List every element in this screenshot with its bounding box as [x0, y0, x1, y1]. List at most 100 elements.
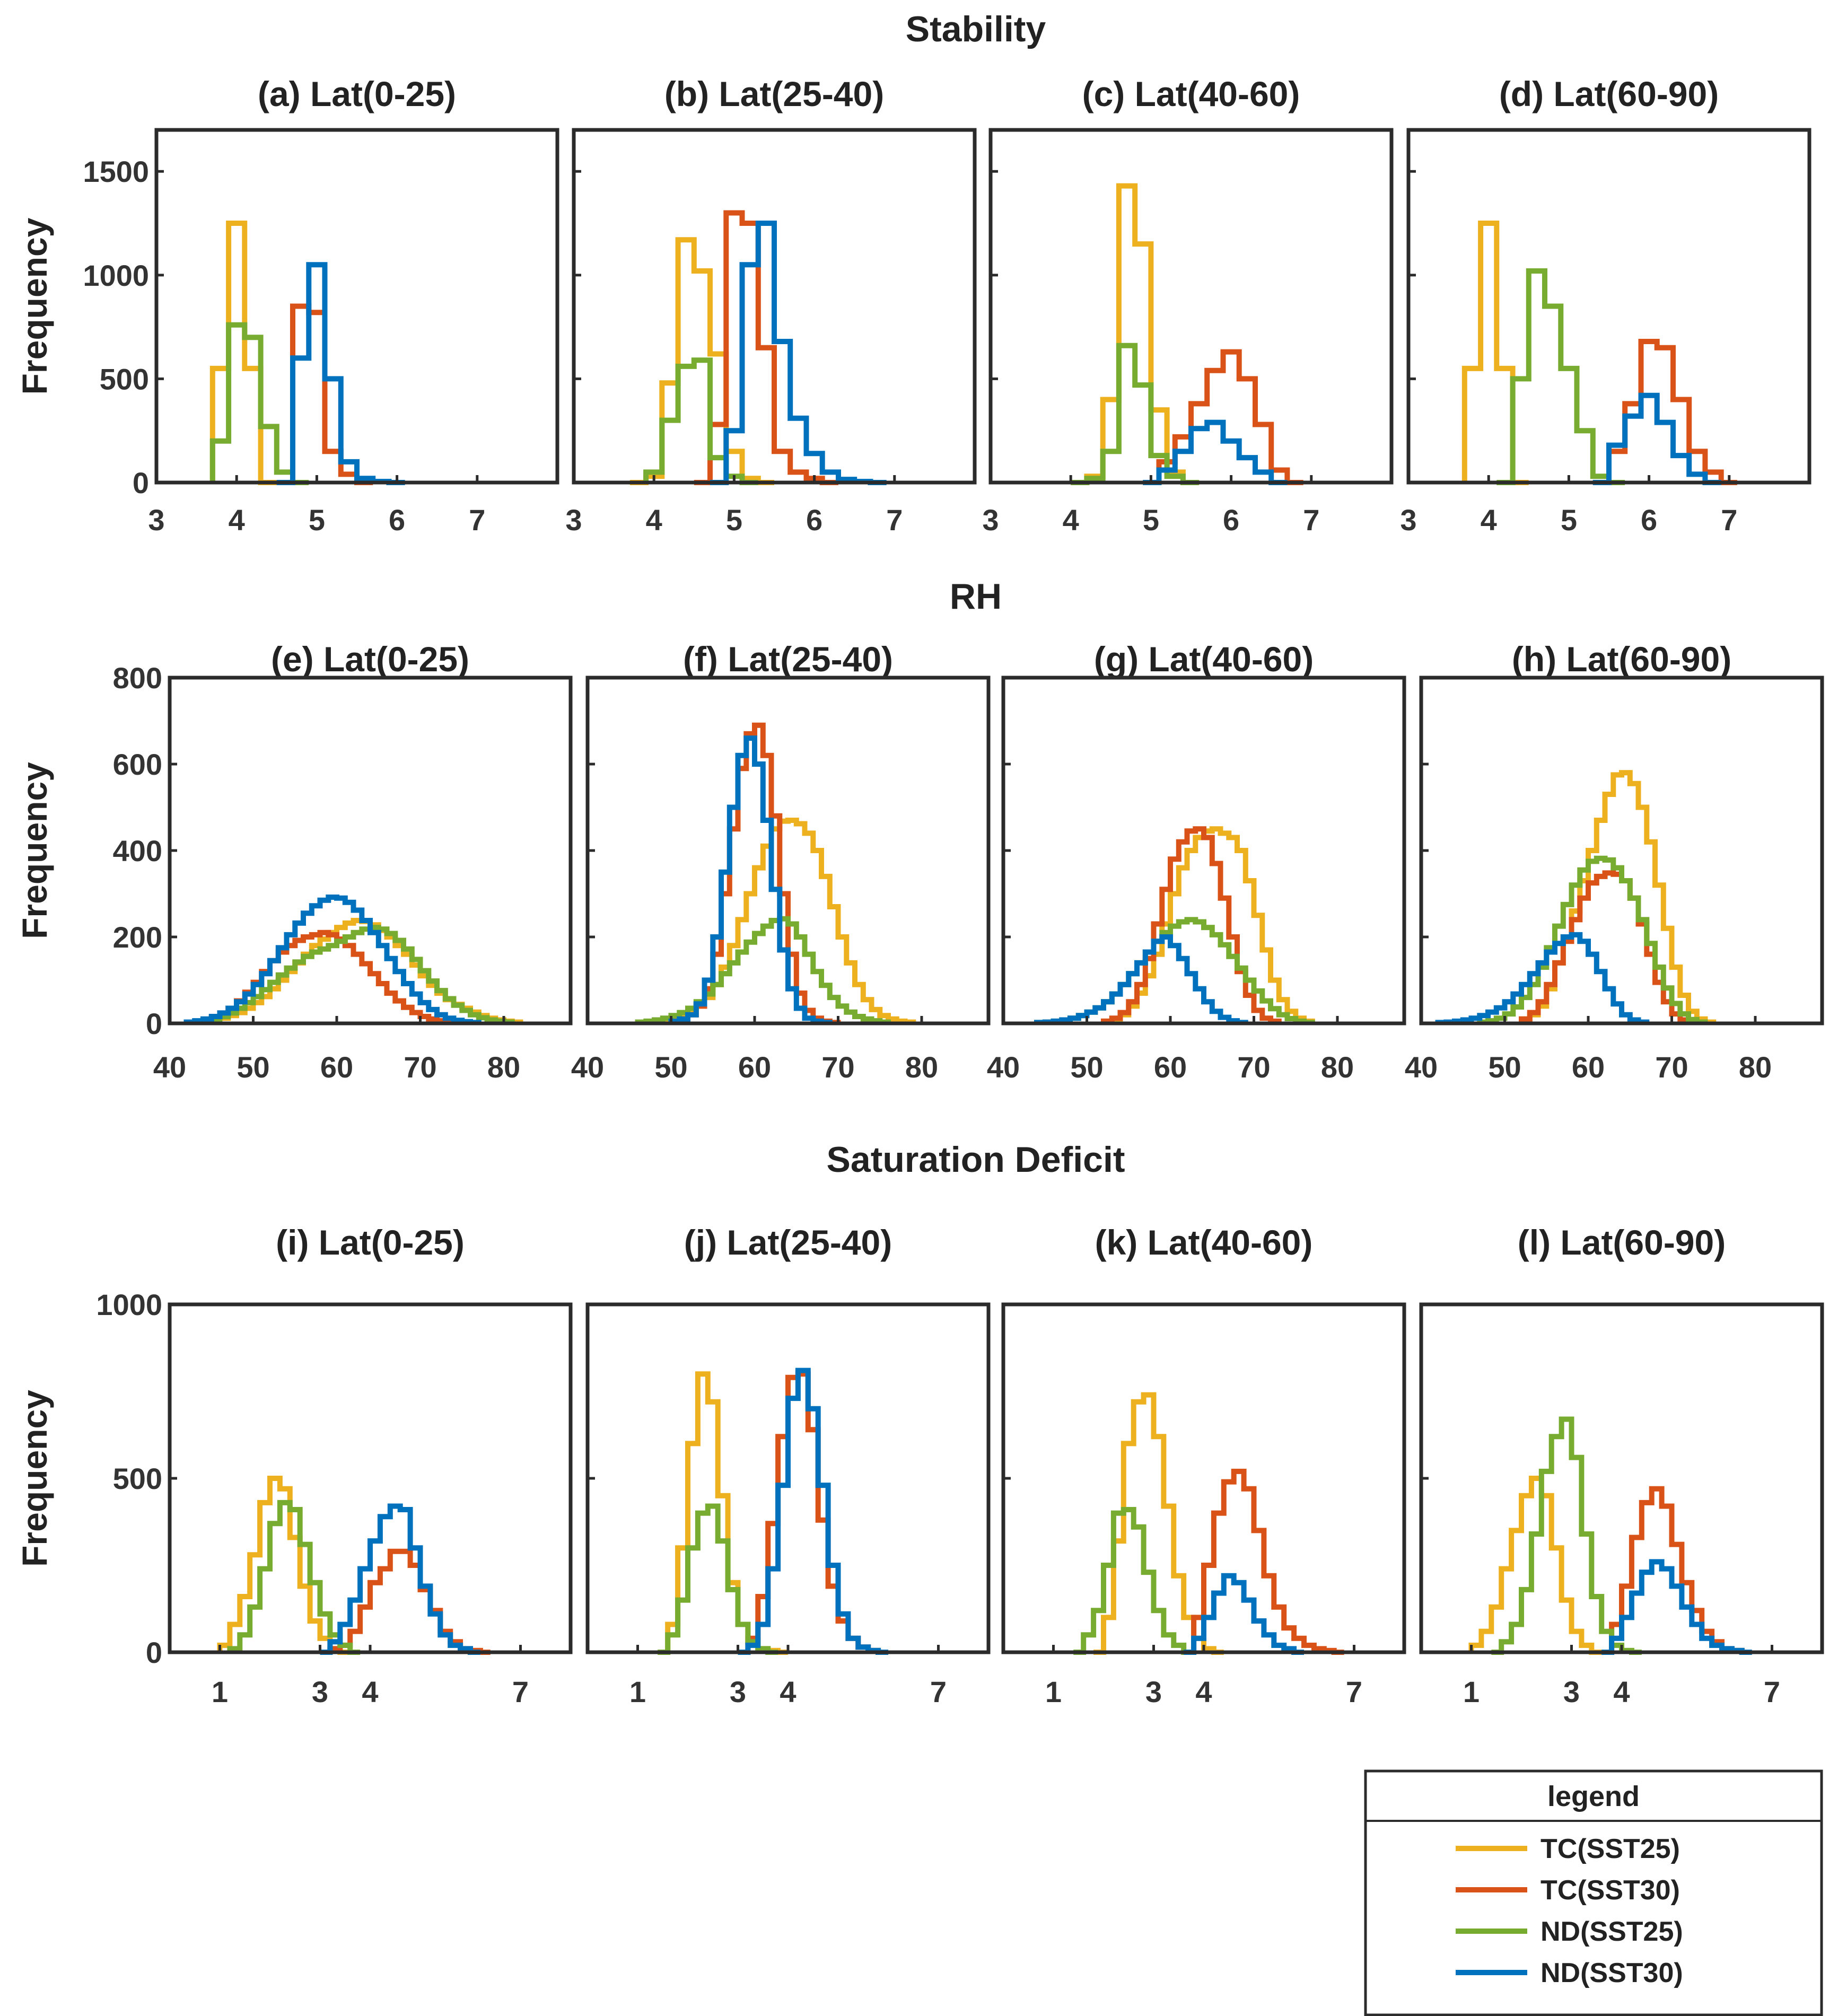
x-tick-label: 50 — [237, 1050, 269, 1084]
y-tick-label: 800 — [113, 661, 162, 695]
series-ND(SST30) — [183, 895, 482, 1025]
legend-title: legend — [1547, 1781, 1640, 1812]
row-title: RH — [950, 576, 1002, 617]
x-tick-label: 7 — [1721, 503, 1737, 537]
legend-label: TC(SST30) — [1541, 1875, 1680, 1906]
panel-(a) Lat(0-25): (a) Lat(0-25) 3 4 5 6 7 0 500 1000 1500 — [83, 74, 559, 537]
series-ND(SST25) — [643, 357, 758, 485]
series-TC(SST25) — [1468, 1476, 1602, 1655]
x-tick-label: 70 — [1237, 1050, 1270, 1084]
x-tick-label: 1 — [1045, 1675, 1062, 1708]
x-tick-label: 4 — [229, 503, 245, 537]
series-group — [183, 895, 523, 1025]
legend-label: ND(SST25) — [1541, 1916, 1683, 1947]
y-axis-label: Frequency — [15, 217, 54, 395]
x-tick-label: 1 — [1463, 1675, 1480, 1708]
series-TC(SST30) — [694, 210, 838, 485]
series-TC(SST25) — [217, 1476, 351, 1655]
panel-(e) Lat(0-25): (e) Lat(0-25)40 50 60 70 800200400600800 — [113, 639, 573, 1084]
y-tick-label: 1000 — [83, 259, 149, 292]
row-title: Saturation Deficit — [827, 1140, 1125, 1180]
x-tick-label: 50 — [654, 1050, 687, 1084]
panel-title: (g) Lat(40-60) — [1094, 639, 1314, 679]
series-ND(SST30) — [276, 262, 405, 485]
x-tick-label: 50 — [1070, 1050, 1103, 1084]
row-title: Stability — [906, 9, 1046, 49]
row-1: Stability Frequency (a) Lat(0-25) 3 4 5 6 7 0 500… — [15, 9, 1811, 537]
panel-(j) Lat(25-40): (j) Lat(25-40) 1 3 4 7 — [585, 1223, 991, 1708]
y-tick-label: 0 — [146, 1636, 162, 1669]
x-tick-label: 40 — [571, 1050, 604, 1084]
x-tick-label: 3 — [1400, 503, 1416, 537]
series-ND(SST30) — [1034, 934, 1248, 1025]
x-tick-label: 40 — [987, 1050, 1020, 1084]
series-group — [629, 210, 887, 485]
series-ND(SST25) — [1496, 268, 1625, 485]
x-tick-label: 1 — [629, 1675, 646, 1708]
x-tick-label: 7 — [930, 1675, 947, 1708]
y-tick-label: 1500 — [83, 155, 149, 188]
axes-box — [988, 128, 1394, 485]
legend-entry: ND(SST25) — [1456, 1916, 1683, 1947]
legend-box — [1364, 1769, 1823, 2016]
series-ND(SST30) — [320, 1503, 480, 1655]
panel-title: (l) Lat(60-90) — [1518, 1223, 1726, 1262]
row-3: Saturation Deficit Frequency (i) Lat(0-25)… — [15, 1140, 1824, 1708]
x-tick-label: 80 — [1321, 1050, 1354, 1084]
series-group — [1034, 826, 1315, 1025]
legend-entry: TC(SST30) — [1456, 1875, 1680, 1906]
panel-(h) Lat(60-90): (h) Lat(60-90) 40 50 60 70 80 — [1405, 639, 1824, 1084]
x-tick-label: 50 — [1488, 1050, 1521, 1084]
series-group — [209, 221, 405, 485]
x-tick-label: 60 — [738, 1050, 771, 1084]
series-TC(SST30) — [320, 1548, 491, 1655]
series-ND(SST30) — [710, 221, 887, 485]
panel-title: (i) Lat(0-25) — [276, 1223, 465, 1262]
x-tick-label: 4 — [1613, 1675, 1630, 1708]
panel-title: (b) Lat(25-40) — [664, 74, 884, 113]
series-ND(SST30) — [1435, 932, 1650, 1025]
series-ND(SST30) — [1184, 1573, 1304, 1655]
x-tick-label: 3 — [1563, 1675, 1580, 1708]
axes-box — [1406, 128, 1811, 485]
panel-title: (h) Lat(60-90) — [1512, 639, 1731, 679]
axes-box — [572, 128, 977, 485]
x-tick-label: 4 — [1481, 503, 1497, 537]
panel-title: (e) Lat(0-25) — [271, 639, 469, 679]
x-tick-label: 3 — [1145, 1675, 1162, 1708]
y-tick-label: 0 — [146, 1007, 162, 1040]
panel-(i) Lat(0-25): (i) Lat(0-25) 1 3 4 7 0 500 1000 — [96, 1223, 573, 1708]
legend-label: TC(SST25) — [1541, 1834, 1680, 1864]
x-tick-label: 60 — [320, 1050, 353, 1084]
series-group — [1461, 221, 1737, 485]
series-group — [635, 722, 916, 1025]
axes-box — [1419, 676, 1824, 1025]
x-tick-label: 40 — [1405, 1050, 1438, 1084]
x-tick-label: 6 — [389, 503, 405, 537]
y-tick-label: 200 — [113, 921, 162, 954]
panel-title: (k) Lat(40-60) — [1095, 1223, 1313, 1262]
panel-(g) Lat(40-60): (g) Lat(40-60) 40 50 60 70 80 — [987, 639, 1406, 1084]
y-tick-label: 500 — [100, 362, 149, 396]
series-TC(SST25) — [209, 221, 277, 485]
x-tick-label: 3 — [982, 503, 999, 537]
series-group — [1468, 1416, 1752, 1655]
axes-box — [154, 128, 559, 485]
x-tick-label: 7 — [1346, 1675, 1362, 1708]
y-axis-label: Frequency — [15, 1390, 54, 1567]
x-tick-label: 4 — [1063, 503, 1079, 537]
series-group — [1073, 1392, 1344, 1655]
series-TC(SST30) — [738, 1371, 888, 1655]
panel-title: (d) Lat(60-90) — [1499, 74, 1719, 113]
series-ND(SST25) — [1477, 855, 1708, 1025]
series-ND(SST25) — [227, 1500, 361, 1655]
x-tick-label: 40 — [153, 1050, 186, 1084]
x-tick-label: 1 — [212, 1675, 228, 1708]
x-tick-label: 7 — [1303, 503, 1319, 537]
y-tick-label: 600 — [113, 748, 162, 781]
x-tick-label: 7 — [469, 503, 485, 537]
panel-title: (f) Lat(25-40) — [683, 639, 893, 679]
panel-title: (j) Lat(25-40) — [684, 1223, 892, 1262]
